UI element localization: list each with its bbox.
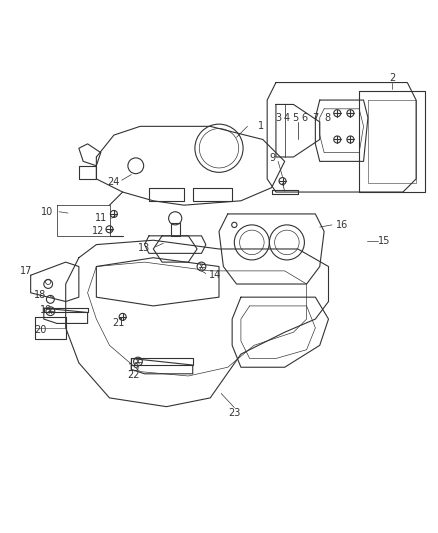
Text: 19: 19	[127, 363, 140, 373]
Text: 11: 11	[95, 213, 107, 223]
Text: 2: 2	[389, 73, 395, 83]
Text: 3: 3	[275, 112, 281, 123]
Text: 1: 1	[258, 122, 264, 131]
Text: 13: 13	[138, 243, 151, 253]
Text: 9: 9	[269, 153, 276, 163]
Text: 6: 6	[301, 112, 307, 123]
Text: 5: 5	[293, 112, 299, 123]
Text: 21: 21	[112, 318, 124, 328]
Text: 15: 15	[378, 236, 391, 246]
Text: 14: 14	[208, 270, 221, 280]
Text: 18: 18	[34, 290, 46, 300]
Text: 19: 19	[40, 305, 52, 316]
Text: 22: 22	[127, 370, 140, 380]
Text: 23: 23	[228, 408, 240, 418]
Text: 8: 8	[325, 112, 331, 123]
Text: 24: 24	[107, 177, 119, 188]
Text: 20: 20	[34, 325, 46, 335]
Text: 7: 7	[312, 112, 318, 123]
Text: 10: 10	[41, 207, 53, 217]
Text: 4: 4	[284, 112, 290, 123]
Text: 12: 12	[92, 227, 105, 237]
Text: 17: 17	[20, 266, 32, 276]
Text: 16: 16	[336, 220, 349, 230]
